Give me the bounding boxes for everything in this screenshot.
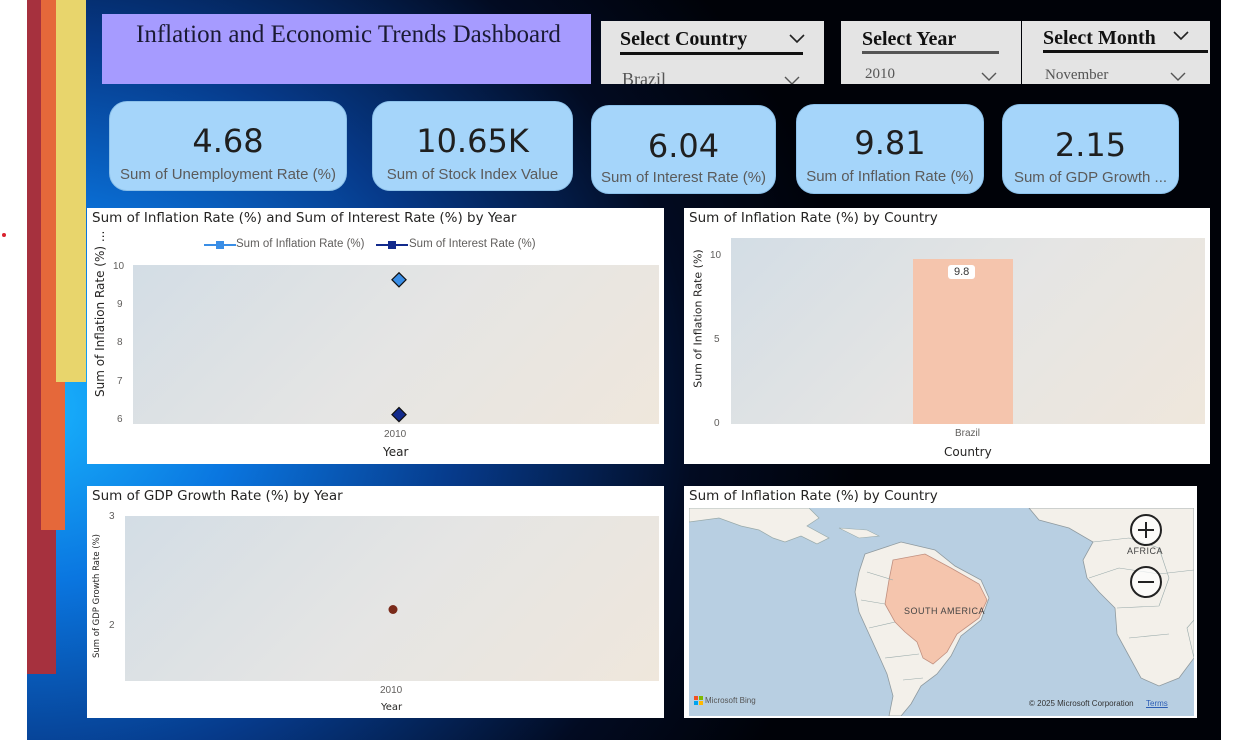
chevron-down-icon[interactable] xyxy=(787,33,807,45)
kpi-card-interest: 6.04 Sum of Interest Rate (%) xyxy=(591,105,776,194)
zoom-in-icon[interactable] xyxy=(1130,514,1162,546)
map-inflation-by-country[interactable]: Sum of Inflation Rate (%) by Country SOU… xyxy=(684,486,1197,718)
stray-dot xyxy=(2,233,6,237)
kpi-label: Sum of Stock Index Value xyxy=(386,166,559,183)
kpi-card-inflation: 9.81 Sum of Inflation Rate (%) xyxy=(796,104,984,194)
y-tick-label: 2 xyxy=(109,620,115,631)
map-canvas[interactable]: SOUTH AMERICA AFRICA Microsoft Bing © 20… xyxy=(689,508,1194,716)
data-point-interest[interactable] xyxy=(391,406,407,423)
kpi-label: Sum of Interest Rate (%) xyxy=(600,169,767,186)
chart-gdp-growth-by-year[interactable]: Sum of GDP Growth Rate (%) by Year Sum o… xyxy=(87,486,664,718)
year-slicer[interactable]: Select Year 2010 xyxy=(841,21,1021,84)
y-tick-label: 5 xyxy=(714,334,720,345)
month-slicer-label: Select Month xyxy=(1043,27,1156,49)
slicer-underline xyxy=(1043,50,1208,53)
chart-inflation-by-country[interactable]: Sum of Inflation Rate (%) by Country Sum… xyxy=(684,208,1210,464)
plot-area xyxy=(133,265,659,424)
x-tick-label: Brazil xyxy=(955,428,981,439)
decorative-stripe-yellow xyxy=(56,0,86,382)
plot-marks xyxy=(388,605,398,614)
bar-data-label: 9.8 xyxy=(948,265,976,280)
chevron-down-icon[interactable] xyxy=(1171,30,1191,42)
chart-title: Sum of Inflation Rate (%) by Country xyxy=(689,210,938,226)
y-tick-label: 3 xyxy=(109,511,115,522)
legend-item-interest[interactable]: Sum of Interest Rate (%) xyxy=(409,238,536,250)
map-terms-link[interactable]: Terms xyxy=(1146,699,1168,708)
y-tick-label: 7 xyxy=(117,376,123,387)
zoom-out-icon[interactable] xyxy=(1130,566,1162,598)
kpi-card-gdp-growth: 2.15 Sum of GDP Growth ... xyxy=(1002,104,1179,194)
map-graphic xyxy=(689,508,1194,716)
kpi-value: 4.68 xyxy=(192,122,264,160)
map-label-africa: AFRICA xyxy=(1127,546,1164,556)
y-tick-label: 8 xyxy=(117,337,123,348)
dashboard-title: Inflation and Economic Trends Dashboard xyxy=(102,14,591,84)
year-slicer-value[interactable]: 2010 xyxy=(865,66,895,82)
legend-marker-inflation xyxy=(204,241,236,249)
x-tick-label: 2010 xyxy=(380,685,403,696)
kpi-value: 10.65K xyxy=(416,122,529,160)
legend-marker-interest xyxy=(376,241,408,249)
kpi-card-unemployment: 4.68 Sum of Unemployment Rate (%) xyxy=(109,101,347,191)
chart-title: Sum of Inflation Rate (%) by Country xyxy=(689,488,938,504)
y-axis-title: Sum of Inflation Rate (%) ... xyxy=(93,230,107,397)
x-axis-title: Year xyxy=(381,702,403,713)
kpi-value: 6.04 xyxy=(647,127,720,165)
y-tick-label: 0 xyxy=(714,418,720,429)
country-slicer[interactable]: Select Country Brazil xyxy=(601,21,824,84)
data-point-gdp-growth[interactable] xyxy=(388,605,398,614)
country-slicer-label: Select Country xyxy=(620,28,748,50)
plot-marks xyxy=(391,271,407,423)
y-axis-title: Sum of Inflation Rate (%) xyxy=(691,249,705,388)
data-point-inflation[interactable] xyxy=(391,271,407,288)
y-tick-label: 6 xyxy=(117,414,123,425)
kpi-value: 2.15 xyxy=(1054,126,1127,164)
month-slicer-value[interactable]: November xyxy=(1045,67,1109,83)
bar-brazil[interactable] xyxy=(913,259,1013,424)
kpi-value: 9.81 xyxy=(854,124,926,162)
year-slicer-label: Select Year xyxy=(862,28,957,50)
kpi-card-stock-index: 10.65K Sum of Stock Index Value xyxy=(372,101,573,191)
x-tick-label: 2010 xyxy=(384,429,407,440)
chart-title: Sum of GDP Growth Rate (%) by Year xyxy=(92,488,343,504)
x-axis-title: Year xyxy=(383,445,409,459)
chevron-down-icon[interactable] xyxy=(782,75,802,84)
chevron-down-icon[interactable] xyxy=(1168,71,1188,83)
legend-item-inflation[interactable]: Sum of Inflation Rate (%) xyxy=(236,238,365,250)
month-slicer[interactable]: Select Month November xyxy=(1022,21,1210,84)
chart-title: Sum of Inflation Rate (%) and Sum of Int… xyxy=(92,210,517,226)
chevron-down-icon[interactable] xyxy=(979,71,999,83)
map-label-south-america: SOUTH AMERICA xyxy=(904,606,986,616)
kpi-label: Sum of Unemployment Rate (%) xyxy=(120,166,336,183)
x-axis-title: Country xyxy=(944,445,992,459)
plot-area xyxy=(125,516,659,681)
y-tick-label: 10 xyxy=(710,250,722,261)
y-tick-label: 9 xyxy=(117,299,123,310)
y-tick-label: 10 xyxy=(113,261,125,272)
slicer-underline xyxy=(620,52,803,55)
microsoft-logo-icon xyxy=(694,696,703,705)
kpi-label: Sum of GDP Growth ... xyxy=(1013,169,1168,186)
kpi-label: Sum of Inflation Rate (%) xyxy=(806,168,974,185)
map-copyright: © 2025 Microsoft Corporation xyxy=(1029,699,1134,708)
chart-inflation-interest-by-year[interactable]: Sum of Inflation Rate (%) and Sum of Int… xyxy=(87,208,664,464)
map-attribution: Microsoft Bing xyxy=(705,696,756,705)
slicer-underline xyxy=(862,51,999,54)
country-slicer-value[interactable]: Brazil xyxy=(622,69,666,84)
y-axis-title: Sum of GDP Growth Rate (%) xyxy=(92,534,102,658)
